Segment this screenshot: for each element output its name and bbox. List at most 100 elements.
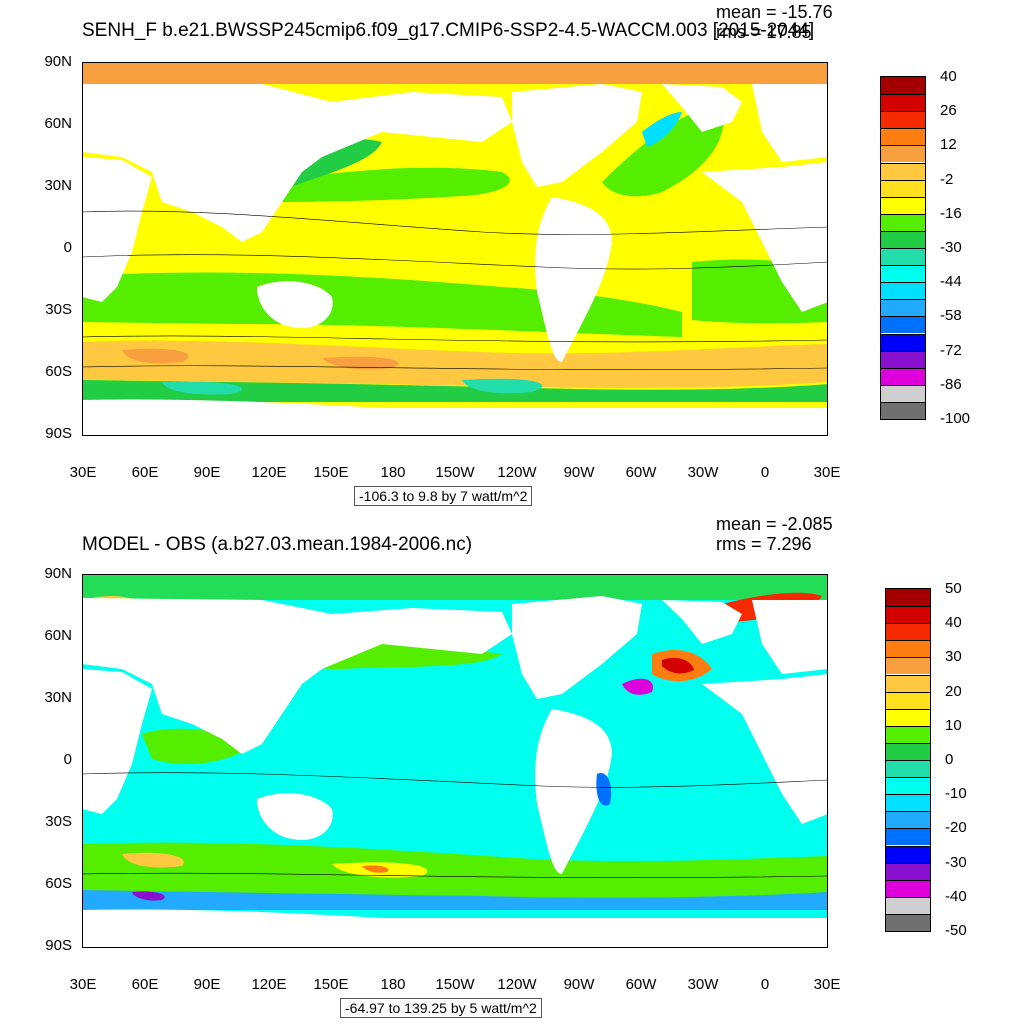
lon-label: 30E: [69, 976, 97, 993]
lon-label: 150W: [435, 976, 475, 993]
contour-line: [82, 365, 828, 371]
lon-label: 30W: [687, 976, 719, 993]
greenland: [662, 600, 742, 644]
lon-label: 60W: [625, 976, 657, 993]
colorbar-swatch: [886, 623, 930, 641]
colorbar-swatch: [881, 350, 925, 368]
colorbar-label: -72: [940, 341, 962, 359]
colorbar-swatch: [881, 128, 925, 146]
contour-line: [82, 772, 828, 788]
rms-value: rms = 7.296: [716, 534, 812, 554]
colorbar-swatch: [886, 777, 930, 795]
colorbar-swatch: [886, 640, 930, 658]
colorbar-swatch: [881, 77, 925, 95]
eurasia: [82, 598, 512, 754]
africa-east: [82, 157, 152, 302]
plot-title: MODEL - OBS (a.b27.03.mean.1984-2006.nc): [82, 534, 473, 555]
contour-line: [82, 210, 828, 235]
africa-east: [82, 669, 152, 814]
lon-label: 90W: [563, 976, 595, 993]
lat-label: 60N: [44, 627, 72, 644]
colorbar-swatch: [886, 691, 930, 709]
colorbar-label: -44: [940, 273, 962, 291]
colorbar-label: 50: [945, 580, 962, 597]
lat-label: 30S: [45, 813, 72, 830]
mean-value: mean = -2.085: [716, 514, 833, 534]
so-warm-1: [122, 852, 184, 868]
lon-label: 150E: [313, 464, 349, 481]
colorbar-swatch: [886, 674, 930, 692]
lon-label: 30E: [813, 464, 841, 481]
colorbar-label: 40: [940, 68, 957, 85]
map-frame: [82, 62, 828, 436]
lon-label: 60E: [131, 976, 159, 993]
so-patch-2: [322, 356, 399, 370]
colorbar-swatch: [881, 299, 925, 317]
lon-label: 180: [380, 976, 406, 993]
lon-label: 120W: [497, 976, 537, 993]
colorbar-swatch: [886, 845, 930, 863]
so-green: [82, 380, 828, 402]
colorbar-swatch: [886, 725, 930, 743]
map-plot: [82, 62, 828, 436]
colorbar-label: -16: [940, 204, 962, 222]
colorbar-swatch: [881, 145, 925, 163]
colorbar-swatch: [881, 401, 925, 419]
map-frame: [82, 574, 828, 948]
colorbar-label: 40: [945, 614, 962, 632]
south-america: [535, 197, 612, 362]
lon-label: 30E: [813, 976, 841, 993]
colorbar-label: 26: [940, 102, 957, 120]
colorbar-swatch: [881, 316, 925, 334]
lon-label: 30W: [687, 464, 719, 481]
colorbar-swatch: [886, 913, 930, 931]
colorbar-swatch: [886, 742, 930, 760]
lon-label: 120E: [251, 976, 287, 993]
colorbar-label: -20: [945, 819, 967, 837]
lat-label: 90N: [44, 53, 72, 70]
colorbar-swatch: [886, 657, 930, 675]
lon-label: 30E: [69, 464, 97, 481]
lon-label: 90E: [193, 976, 221, 993]
colorbar-label: -58: [940, 307, 962, 325]
contour-line: [82, 335, 828, 343]
lat-label: 60S: [45, 363, 72, 380]
range-label: -106.3 to 9.8 by 7 watt/m^2: [354, 486, 533, 506]
lon-label: 90E: [193, 464, 221, 481]
lat-label: 90S: [45, 937, 72, 954]
lat-label: 30N: [44, 177, 72, 194]
map-plot: [82, 574, 828, 948]
lon-label: 120W: [497, 464, 537, 481]
lon-label: 180: [380, 464, 406, 481]
colorbar-label: 12: [940, 136, 957, 154]
colorbar-swatch: [881, 367, 925, 385]
north-america: [512, 596, 642, 699]
colorbar-swatch: [881, 162, 925, 180]
colorbar-label: 0: [945, 751, 954, 768]
lon-label: 150W: [435, 464, 475, 481]
shem-green: [82, 272, 682, 337]
south-america: [535, 709, 612, 874]
colorbar-label: -50: [945, 922, 967, 939]
panel-senh-f: SENH_F b.e21.BWSSP245cmip6.f09_g17.CMIP6…: [44, 2, 970, 506]
npac-green: [272, 167, 510, 202]
colorbar-label: 20: [945, 682, 962, 700]
so-purple: [132, 891, 165, 901]
lat-label: 60N: [44, 115, 72, 132]
lat-label: 90N: [44, 565, 72, 582]
so-patch-1: [122, 348, 189, 364]
panel-model-obs: MODEL - OBS (a.b27.03.mean.1984-2006.nc)…: [0, 512, 1024, 1024]
colorbar-swatch: [881, 230, 925, 248]
natl-magenta: [622, 678, 653, 695]
colorbar-label: 10: [945, 716, 962, 734]
lon-label: 60W: [625, 464, 657, 481]
colorbar-label: -86: [940, 375, 962, 393]
australia: [257, 793, 333, 840]
so-green: [82, 842, 828, 900]
lon-label: 60E: [131, 464, 159, 481]
arctic-band: [82, 62, 828, 84]
colorbar-swatch: [881, 265, 925, 283]
north-america: [512, 84, 642, 187]
europe: [752, 84, 828, 162]
colorbar-label: -30: [940, 239, 962, 256]
